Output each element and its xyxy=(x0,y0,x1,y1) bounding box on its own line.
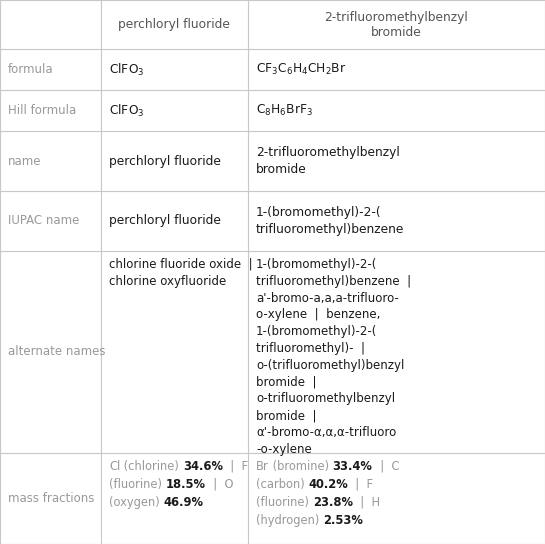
Text: Hill formula: Hill formula xyxy=(8,104,76,117)
Text: perchloryl fluoride: perchloryl fluoride xyxy=(109,214,221,227)
Text: alternate names: alternate names xyxy=(8,345,106,358)
Text: (carbon): (carbon) xyxy=(256,478,308,491)
Text: 34.6%: 34.6% xyxy=(183,460,223,473)
Text: 1-(bromomethyl)-2-(
trifluoromethyl)benzene: 1-(bromomethyl)-2-( trifluoromethyl)benz… xyxy=(256,206,404,236)
Text: perchloryl fluoride: perchloryl fluoride xyxy=(118,18,231,31)
Text: |  H: | H xyxy=(353,496,380,509)
Text: mass fractions: mass fractions xyxy=(8,492,94,505)
Text: $\mathregular{ClFO_3}$: $\mathregular{ClFO_3}$ xyxy=(109,61,144,78)
Text: chlorine fluoride oxide  |
chlorine oxyfluoride: chlorine fluoride oxide | chlorine oxyfl… xyxy=(109,258,253,288)
Text: |  F: | F xyxy=(223,460,248,473)
Text: 33.4%: 33.4% xyxy=(332,460,373,473)
Text: 46.9%: 46.9% xyxy=(164,496,203,509)
Text: 2-trifluoromethylbenzyl
bromide: 2-trifluoromethylbenzyl bromide xyxy=(325,10,468,39)
Text: (oxygen): (oxygen) xyxy=(109,496,164,509)
Text: |  F: | F xyxy=(348,478,373,491)
Text: $\mathregular{CF_3C_6H_4CH_2Br}$: $\mathregular{CF_3C_6H_4CH_2Br}$ xyxy=(256,62,347,77)
Text: Cl: Cl xyxy=(109,460,120,473)
Text: (bromine): (bromine) xyxy=(269,460,332,473)
Text: 40.2%: 40.2% xyxy=(308,478,348,491)
Text: 2-trifluoromethylbenzyl
bromide: 2-trifluoromethylbenzyl bromide xyxy=(256,146,400,176)
Text: formula: formula xyxy=(8,63,54,76)
Text: 1-(bromomethyl)-2-(
trifluoromethyl)benzene  |
a'-bromo-a,a,a-trifluoro-
o-xylen: 1-(bromomethyl)-2-( trifluoromethyl)benz… xyxy=(256,258,411,456)
Text: |  C: | C xyxy=(373,460,399,473)
Text: (chlorine): (chlorine) xyxy=(120,460,183,473)
Text: 23.8%: 23.8% xyxy=(313,496,353,509)
Text: 18.5%: 18.5% xyxy=(166,478,205,491)
Text: (fluorine): (fluorine) xyxy=(109,478,166,491)
Text: 2.53%: 2.53% xyxy=(323,514,363,527)
Text: (fluorine): (fluorine) xyxy=(256,496,313,509)
Text: perchloryl fluoride: perchloryl fluoride xyxy=(109,154,221,168)
Text: Br: Br xyxy=(256,460,269,473)
Text: $\mathregular{ClFO_3}$: $\mathregular{ClFO_3}$ xyxy=(109,103,144,119)
Text: |  O: | O xyxy=(205,478,233,491)
Text: IUPAC name: IUPAC name xyxy=(8,214,80,227)
Text: $\mathregular{C_8H_6BrF_3}$: $\mathregular{C_8H_6BrF_3}$ xyxy=(256,103,313,118)
Text: (hydrogen): (hydrogen) xyxy=(256,514,323,527)
Text: name: name xyxy=(8,154,41,168)
